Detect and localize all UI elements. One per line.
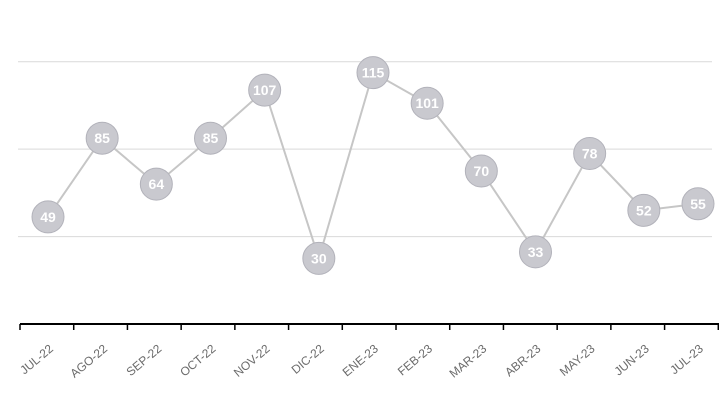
data-labels: 49 85 64 85 107 30 115 101 70 33 78 52 55 bbox=[40, 65, 706, 267]
x-tick-label-nov-22: NOV-22 bbox=[231, 341, 273, 379]
x-tick-label-jul-22: JUL-22 bbox=[17, 341, 56, 377]
x-tick-label-abr-23: ABR-23 bbox=[502, 341, 543, 379]
data-point-jun-23 bbox=[627, 193, 661, 227]
markers bbox=[31, 56, 715, 275]
data-point-ene-23 bbox=[356, 56, 390, 90]
data-label-may-23: 78 bbox=[582, 146, 598, 162]
x-tick-label-jul-23: JUL-23 bbox=[667, 341, 706, 377]
x-tick-labels: JUL-22 AGO-22 SEP-22 OCT-22 NOV-22 DIC-22 ENE-… bbox=[17, 341, 706, 380]
data-point-jul-23 bbox=[681, 187, 715, 221]
x-tick-label-jun-23: JUN-23 bbox=[612, 341, 652, 378]
data-label-sep-22: 64 bbox=[149, 176, 165, 192]
data-label-ago-22: 85 bbox=[94, 130, 110, 146]
data-label-feb-23: 101 bbox=[415, 95, 439, 111]
data-label-dic-22: 30 bbox=[311, 250, 327, 266]
x-tick-label-ene-23: ENE-23 bbox=[340, 341, 381, 379]
x-tick-label-oct-22: OCT-22 bbox=[177, 341, 218, 379]
data-label-abr-23: 33 bbox=[528, 244, 544, 260]
data-point-nov-22 bbox=[248, 73, 282, 107]
data-label-ene-23: 115 bbox=[362, 65, 385, 81]
data-point-dic-22 bbox=[302, 241, 336, 275]
data-label-nov-22: 107 bbox=[253, 82, 277, 98]
x-tick-label-dic-22: DIC-22 bbox=[289, 341, 327, 376]
x-tick-label-sep-22: SEP-22 bbox=[124, 341, 165, 379]
x-tick-label-feb-23: FEB-23 bbox=[395, 341, 435, 378]
data-label-jul-23: 55 bbox=[690, 196, 706, 212]
data-point-feb-23 bbox=[410, 86, 444, 120]
x-axis bbox=[19, 323, 719, 330]
x-tick-label-mar-23: MAR-23 bbox=[447, 341, 490, 380]
gridlines bbox=[18, 61, 712, 238]
data-point-jul-22 bbox=[31, 200, 65, 234]
x-tick-label-ago-22: AGO-22 bbox=[67, 341, 110, 380]
x-tick-label-may-23: MAY-23 bbox=[557, 341, 598, 379]
data-point-ago-22 bbox=[85, 121, 119, 155]
data-label-mar-23: 70 bbox=[474, 163, 490, 179]
data-point-sep-22 bbox=[139, 167, 173, 201]
data-label-oct-22: 85 bbox=[203, 130, 219, 146]
data-point-may-23 bbox=[573, 137, 607, 171]
data-label-jun-23: 52 bbox=[636, 202, 652, 218]
data-point-oct-22 bbox=[194, 121, 227, 155]
data-label-jul-22: 49 bbox=[40, 209, 56, 225]
data-point-mar-23 bbox=[464, 154, 498, 188]
data-point-abr-23 bbox=[519, 235, 552, 269]
